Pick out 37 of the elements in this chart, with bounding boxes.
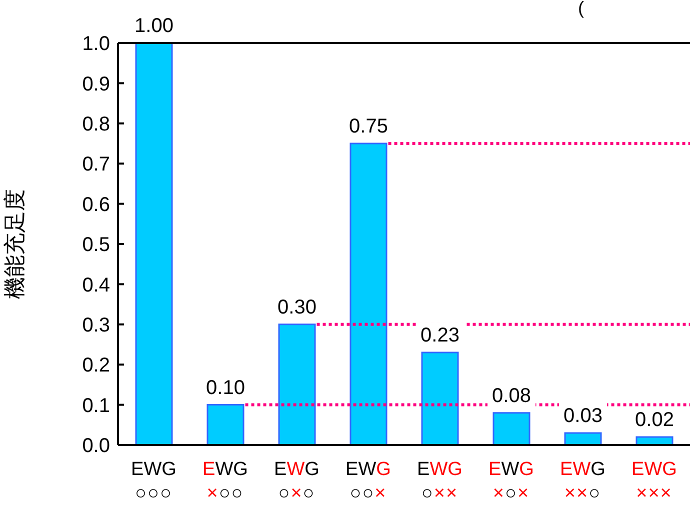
bar	[421, 352, 459, 445]
x-tick-label: EWG ××○	[560, 459, 606, 504]
bar	[492, 412, 530, 445]
x-tick-label: EWG ×○○	[202, 459, 248, 504]
x-tick-label: EWG ○××	[417, 459, 462, 504]
data-label: 0.08	[492, 384, 531, 407]
y-tick-label: 0.3	[82, 314, 110, 336]
y-tick-label: 0.2	[82, 354, 110, 377]
bar	[636, 436, 674, 445]
y-tick-label: 0.9	[82, 73, 110, 96]
x-tick-label: EWG ×○×	[488, 459, 534, 504]
x-tick-label: EWG ○×○	[274, 459, 320, 504]
y-tick-label: 0.4	[82, 274, 110, 296]
y-axis-title: 機能充足度	[2, 189, 27, 299]
bar	[278, 324, 316, 445]
y-tick-label: 0.7	[82, 154, 110, 176]
y-tick-label: 0.6	[82, 194, 110, 216]
data-label: 0.02	[635, 408, 674, 431]
data-label: 0.23	[420, 324, 460, 347]
x-tick-label: EWG ×××	[632, 459, 677, 504]
y-tick-label: 1.0	[82, 33, 110, 56]
data-label: 0.30	[278, 296, 316, 318]
data-label: 0.10	[206, 376, 245, 399]
y-tick-label: 0.0	[82, 435, 110, 458]
data-label: 0.03	[564, 404, 602, 427]
data-label: 0.75	[349, 116, 388, 138]
data-label: 1.00	[134, 15, 174, 37]
bar	[206, 404, 244, 445]
y-tick-label: 0.1	[82, 394, 110, 417]
y-tick-label: 0.8	[82, 114, 110, 136]
chart-title: (	[578, 0, 584, 19]
bar	[564, 432, 602, 445]
bar	[135, 43, 173, 445]
bar	[350, 142, 388, 445]
x-tick-label: EWG ○○×	[346, 459, 391, 504]
x-tick-label: EWG ○○○	[131, 459, 176, 504]
y-tick-label: 0.5	[82, 234, 110, 256]
